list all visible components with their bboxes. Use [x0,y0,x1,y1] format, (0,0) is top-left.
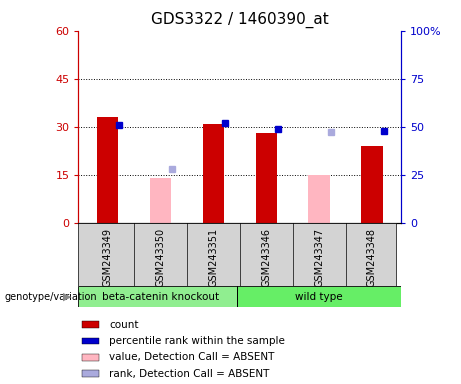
Bar [78,286,237,307]
Bar [361,146,383,223]
Text: GSM243347: GSM243347 [314,228,324,287]
Text: count: count [110,319,139,330]
Text: GSM243349: GSM243349 [102,228,112,287]
Text: GSM243351: GSM243351 [208,228,218,287]
Text: GSM243348: GSM243348 [367,228,377,287]
Bar [82,370,99,377]
Bar [82,321,99,328]
Bar [82,354,99,361]
Title: GDS3322 / 1460390_at: GDS3322 / 1460390_at [151,12,329,28]
Bar [150,178,171,223]
Bar [255,133,277,223]
Text: beta-catenin knockout: beta-catenin knockout [102,291,219,302]
Bar [97,117,118,223]
Text: genotype/variation: genotype/variation [5,291,97,302]
Bar [308,175,330,223]
Text: GSM243350: GSM243350 [155,228,165,287]
Text: percentile rank within the sample: percentile rank within the sample [110,336,285,346]
Text: wild type: wild type [295,291,343,302]
Text: GSM243346: GSM243346 [261,228,271,287]
Text: value, Detection Call = ABSENT: value, Detection Call = ABSENT [110,352,275,362]
Text: rank, Detection Call = ABSENT: rank, Detection Call = ABSENT [110,369,270,379]
Bar [237,286,430,307]
Bar [82,338,99,344]
Text: ▶: ▶ [63,291,71,302]
Bar [203,124,224,223]
